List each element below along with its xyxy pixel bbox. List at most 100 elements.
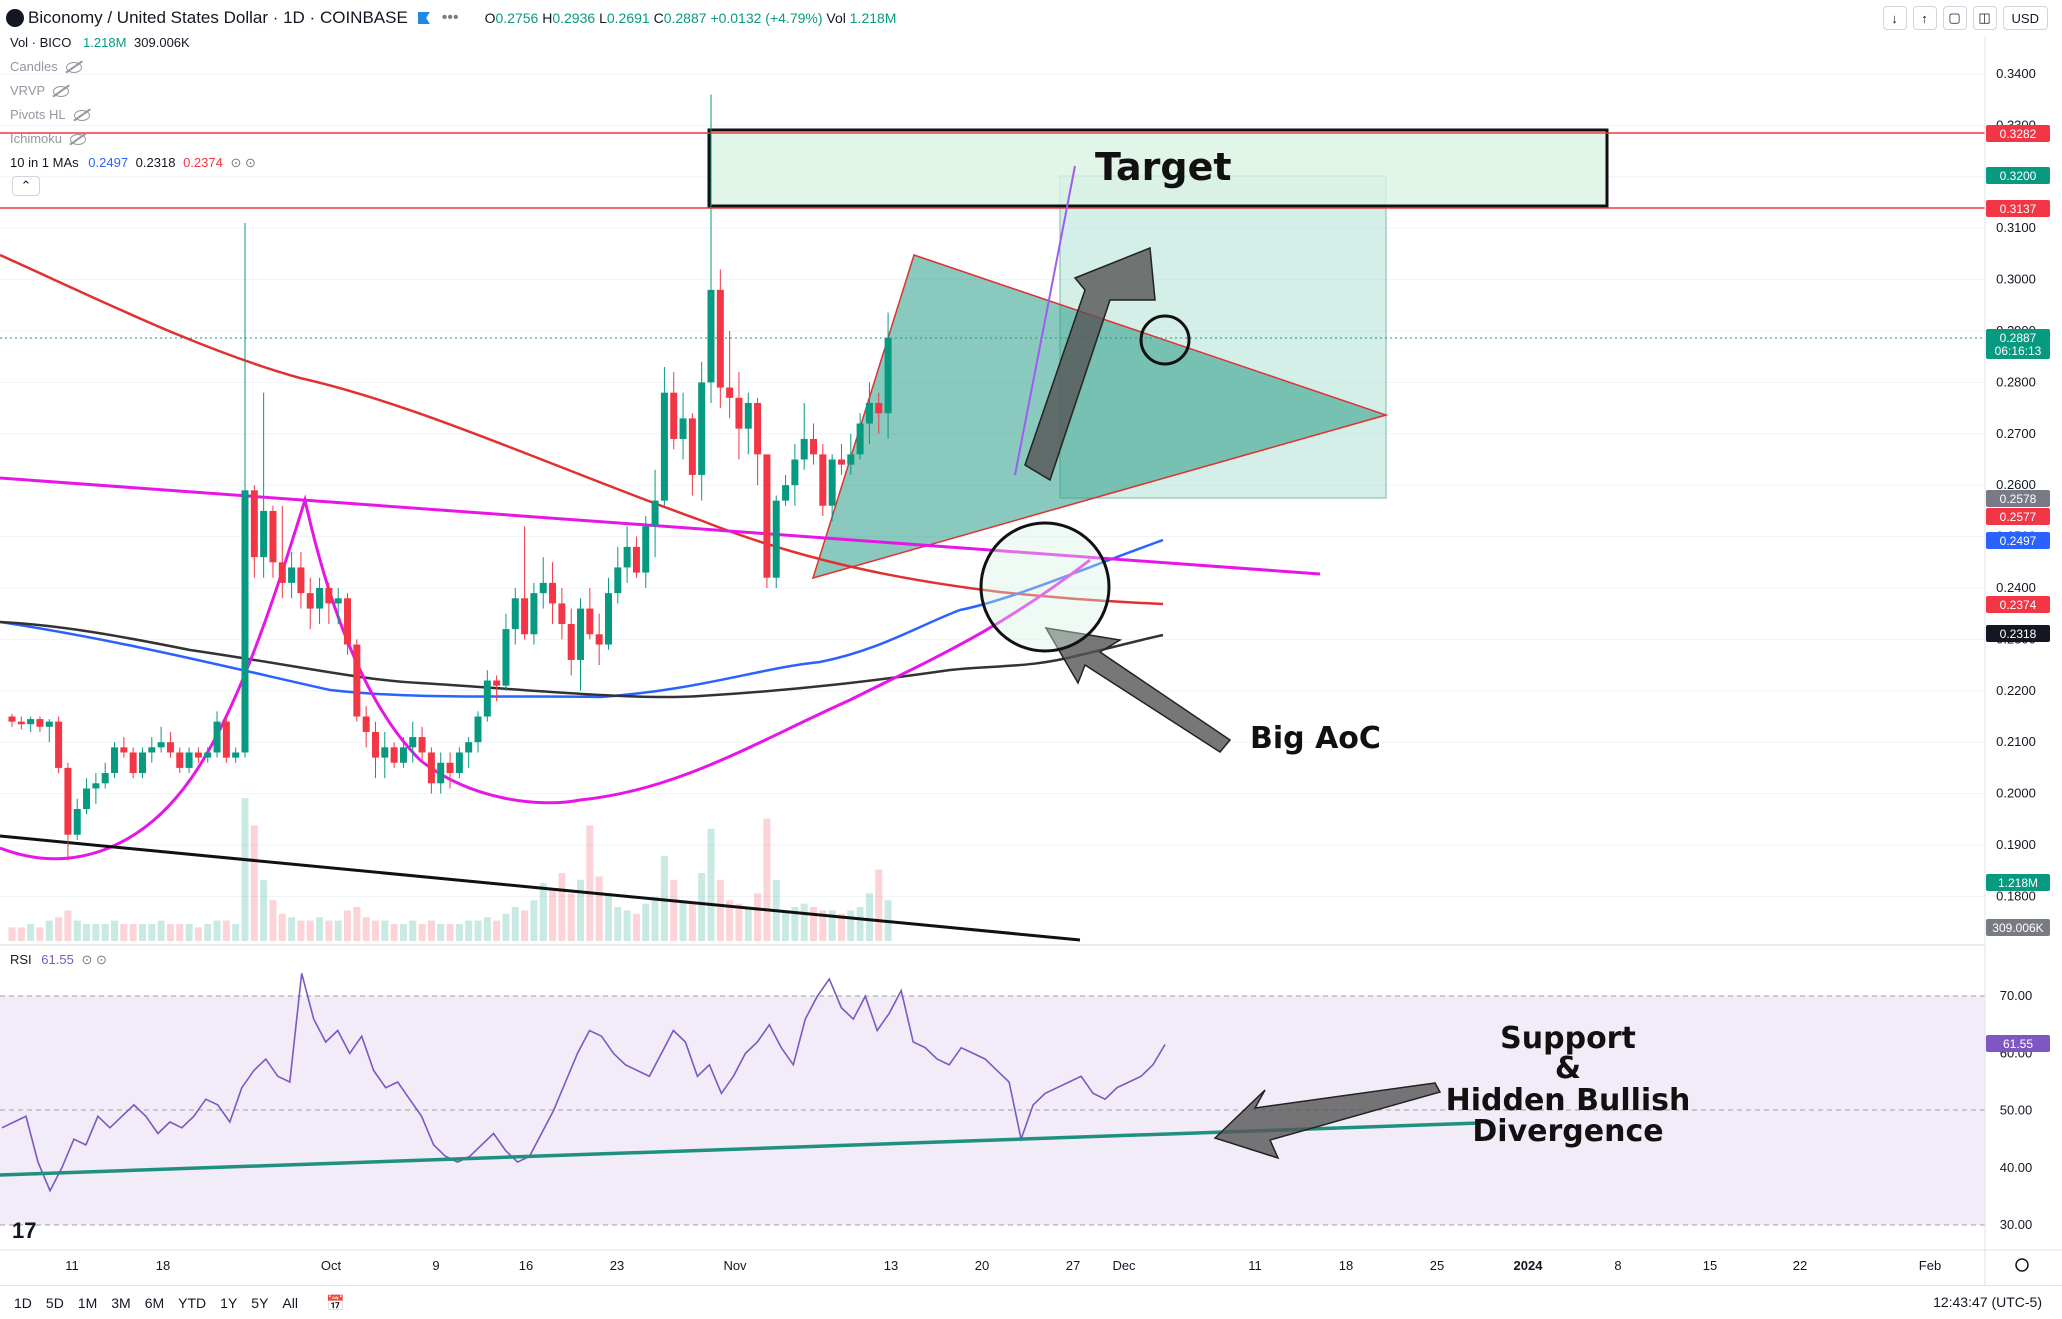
volume-bar <box>642 903 650 941</box>
volume-bar <box>455 924 463 941</box>
settings-icon[interactable]: ⊙ ⊙ <box>230 155 256 170</box>
rsi-tag-label: 61.55 <box>2003 1037 2033 1051</box>
vol-value: 1.218M <box>849 10 897 26</box>
arrow-down-icon[interactable]: ↓ <box>1882 6 1907 30</box>
candle-body <box>698 382 706 475</box>
volume-bar <box>45 920 53 941</box>
vrvp-indicator[interactable]: VRVP <box>10 83 70 98</box>
candle-body <box>176 752 184 768</box>
maximize-icon[interactable]: ▢ <box>1942 6 1967 30</box>
volume-bar <box>269 900 277 941</box>
volume-bar <box>353 907 361 941</box>
rsi-label: RSI <box>10 952 32 967</box>
volume-bar <box>744 907 752 941</box>
candle-body <box>64 767 72 835</box>
range-button-5y[interactable]: 5Y <box>251 1294 269 1311</box>
x-tick-label: 15 <box>1703 1258 1717 1273</box>
y-tick-label: 0.3100 <box>1996 220 2036 235</box>
settings-icon[interactable]: ⊙ ⊙ <box>81 952 107 967</box>
vol-label: Vol <box>826 10 846 26</box>
range-button-6m[interactable]: 6M <box>144 1294 165 1311</box>
range-button-1d[interactable]: 1D <box>14 1294 32 1311</box>
x-tick-label: Feb <box>1919 1258 1941 1273</box>
price-tags: 0.32820.32000.31370.288706:16:130.25780.… <box>1986 125 2050 1052</box>
calendar-icon[interactable]: 📅 <box>325 1294 345 1312</box>
candle-body <box>427 752 435 784</box>
candlestick-series <box>8 94 892 861</box>
volume-bar <box>828 910 836 941</box>
currency-select[interactable]: USD <box>2002 6 2048 30</box>
settings-gear-icon[interactable] <box>2015 1258 2029 1272</box>
range-button-3m[interactable]: 3M <box>111 1294 131 1311</box>
volume-bar <box>763 818 771 941</box>
volume-bar <box>632 913 640 941</box>
volume-bar <box>129 924 137 941</box>
volume-bar <box>83 924 91 941</box>
range-button-ytd[interactable]: YTD <box>178 1294 207 1311</box>
candle-body <box>371 731 379 758</box>
x-tick-label: 8 <box>1614 1258 1621 1273</box>
candle-body <box>670 392 678 439</box>
arrow-up-icon[interactable]: ↑ <box>1912 6 1937 30</box>
volume-bar <box>306 920 314 941</box>
volume-bar <box>241 798 249 941</box>
candle-body <box>446 762 454 774</box>
hidden-eye-icon[interactable] <box>53 86 70 98</box>
ichimoku-indicator[interactable]: Ichimoku <box>10 131 87 146</box>
candle-body <box>27 719 35 725</box>
mas-indicator[interactable]: 10 in 1 MAs 0.2497 0.2318 0.2374 ⊙ ⊙ <box>10 155 256 171</box>
price-axis[interactable]: 0.34000.33000.32000.31000.30000.29000.28… <box>1984 36 2036 1285</box>
flag-icon[interactable] <box>417 12 430 24</box>
volume-bar <box>194 927 202 941</box>
volume-bar <box>521 910 529 941</box>
y-tick-label: 0.2200 <box>1996 683 2036 698</box>
volume-bar <box>418 924 426 941</box>
mas-label: 10 in 1 MAs <box>10 155 79 170</box>
candle-body <box>232 752 240 758</box>
x-tick-label: 13 <box>884 1258 898 1273</box>
range-button-1m[interactable]: 1M <box>77 1294 98 1311</box>
candle-body <box>772 500 780 578</box>
hidden-eye-icon[interactable] <box>73 110 90 122</box>
y-tick-label: 0.3000 <box>1996 272 2036 287</box>
candle-body <box>213 721 221 753</box>
candle-body <box>465 742 473 753</box>
symbol-title[interactable]: Biconomy / United States Dollar · 1D · C… <box>28 8 408 27</box>
candle-body <box>679 418 687 439</box>
hidden-eye-icon[interactable] <box>65 62 82 74</box>
candle-body <box>437 762 445 784</box>
volume-bar <box>427 920 435 941</box>
hidden-eye-icon[interactable] <box>70 134 87 146</box>
range-button-all[interactable]: All <box>282 1294 298 1311</box>
candle-body <box>120 747 128 753</box>
range-button-5d[interactable]: 5D <box>45 1294 64 1311</box>
price-tag-label: 0.2318 <box>2000 627 2037 641</box>
candles-label: Candles <box>10 59 58 74</box>
candle-body <box>344 598 352 645</box>
ohlc-values: O0.2756 H0.2936 L0.2691 C0.2887 +0.0132 … <box>485 10 897 26</box>
range-button-1y[interactable]: 1Y <box>220 1294 238 1311</box>
time-axis[interactable]: 11 18 Oct 9 16 23 Nov 13 20 27 Dec 11 18 25 2024 8 15 22 F… <box>0 1249 2062 1273</box>
candle-body <box>166 742 174 753</box>
volume-bar <box>567 893 575 941</box>
collapse-chevron-icon[interactable]: ⌃ <box>12 176 40 196</box>
camera-icon[interactable]: ◫ <box>1972 6 1997 30</box>
candle-body <box>334 598 342 604</box>
top-right-controls: ↓ ↑ ▢ ◫ USD <box>1882 6 2048 30</box>
pivots-indicator[interactable]: Pivots HL <box>10 107 90 122</box>
low-value: 0.2691 <box>606 10 650 26</box>
volume-bar <box>791 907 799 941</box>
clock-readout[interactable]: 12:43:47 (UTC-5) <box>1933 1294 2042 1310</box>
vol-indicator[interactable]: Vol · BICO 1.218M 309.006K <box>10 35 190 50</box>
candles-indicator[interactable]: Candles <box>10 59 82 74</box>
candle-body <box>92 783 100 789</box>
low-label: L <box>599 10 607 26</box>
rsi-indicator[interactable]: RSI 61.55 ⊙ ⊙ <box>10 952 107 968</box>
volume-bar <box>399 924 407 941</box>
volume-bar <box>502 913 510 941</box>
more-icon[interactable]: ••• <box>441 9 459 26</box>
x-tick-label: 22 <box>1793 1258 1807 1273</box>
candle-body <box>36 719 44 727</box>
candle-body <box>567 623 575 660</box>
